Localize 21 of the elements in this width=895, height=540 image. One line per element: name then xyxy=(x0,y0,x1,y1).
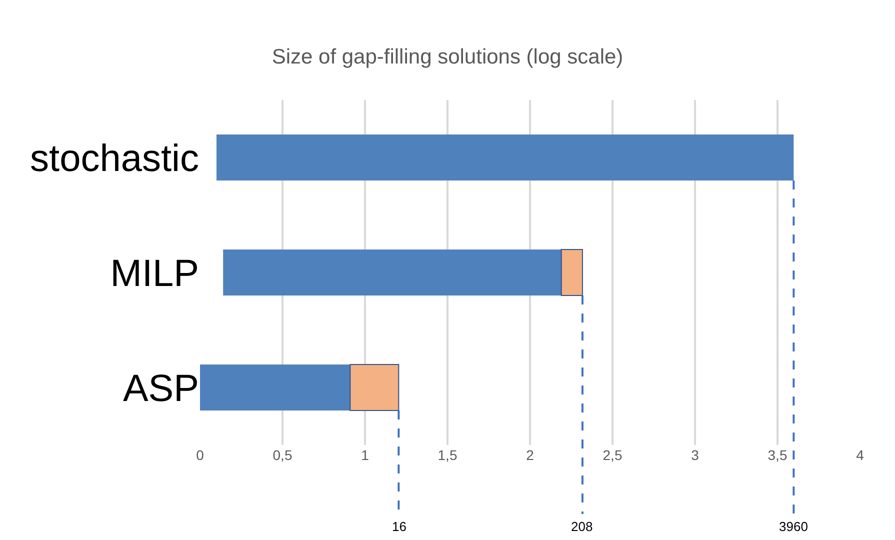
x-tick-label: 3,5 xyxy=(768,447,788,463)
x-tick-label: 4 xyxy=(856,447,864,463)
x-tick-label: 3 xyxy=(691,447,700,463)
x-tick-label: 1 xyxy=(361,447,370,463)
chart-title: Size of gap-filling solutions (log scale) xyxy=(272,45,624,68)
y-tick-label: ASP xyxy=(122,368,199,410)
x-tick-label: 1,5 xyxy=(438,447,458,463)
y-tick-label: MILP xyxy=(110,252,199,295)
x-tick-label: 0 xyxy=(196,447,204,463)
text: 208 xyxy=(571,519,593,534)
bar xyxy=(560,249,583,296)
bar xyxy=(223,250,562,296)
x-tick-label: 0,5 xyxy=(272,447,292,463)
text: 3960 xyxy=(779,519,808,534)
bar xyxy=(216,134,794,180)
x-tick-label: 2,5 xyxy=(602,447,622,463)
x-tick-label: 2 xyxy=(526,447,534,463)
bar xyxy=(200,364,350,410)
bar xyxy=(350,364,400,411)
text: 16 xyxy=(392,519,406,534)
y-tick-label: stochastic xyxy=(30,138,199,180)
